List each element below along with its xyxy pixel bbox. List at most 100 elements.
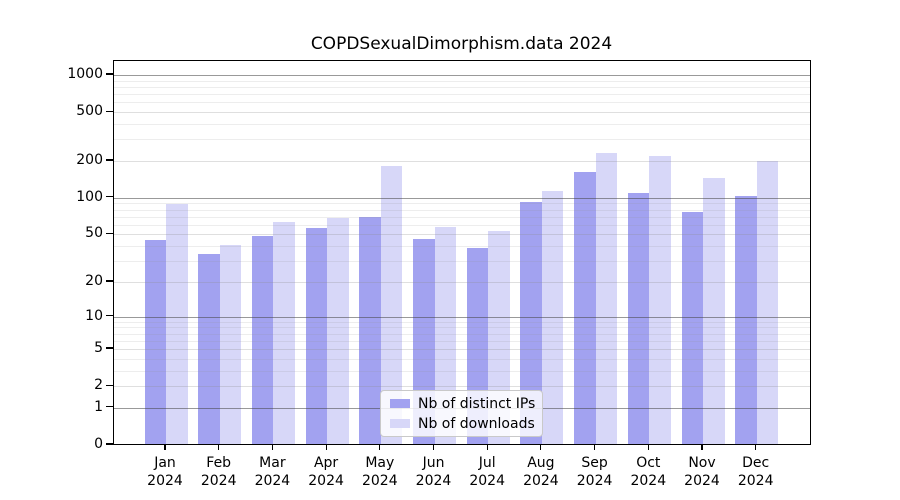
y-tick-label-20: 20: [85, 272, 103, 289]
x-tick-label-jul: Jul 2024: [469, 455, 505, 489]
legend-swatch-distinct-ips-icon: [390, 399, 410, 408]
gridline-500: [114, 112, 810, 114]
x-tick-oct: [647, 444, 649, 450]
gridline-5: [114, 349, 810, 351]
x-tick-label-feb: Feb 2024: [200, 455, 237, 489]
x-tick-jul: [486, 444, 488, 450]
bar-downloads-oct: [649, 155, 671, 444]
x-tick-mar: [271, 444, 273, 450]
y-tick-10: [106, 314, 113, 317]
gridline-400: [114, 124, 810, 126]
legend-entry-distinct-ips: Nb of distinct IPs: [390, 395, 536, 412]
y-tick-0: [106, 443, 113, 445]
gridline-80: [114, 209, 810, 211]
gridline-8: [114, 327, 810, 329]
chart-title: COPDSexualDimorphism.data 2024: [310, 34, 613, 54]
x-tick-nov: [701, 444, 703, 450]
legend-swatch-downloads-icon: [390, 419, 410, 428]
gridline-900: [114, 80, 810, 82]
x-tick-label-mar: Mar 2024: [254, 455, 291, 489]
bar-distinct-ips-aug: [520, 201, 542, 444]
bar-distinct-ips-may: [359, 217, 381, 444]
gridline-4: [114, 358, 810, 360]
x-tick-label-jun: Jun 2024: [415, 455, 452, 489]
bar-downloads-feb: [219, 245, 242, 444]
bar-distinct-ips-jan: [144, 240, 166, 444]
gridline-700: [114, 94, 810, 96]
gridline-60: [114, 224, 810, 226]
gridline-7: [114, 333, 810, 335]
x-tick-label-jan: Jan 2024: [147, 455, 183, 489]
gridlines-layer: [114, 61, 810, 444]
gridline-3: [114, 370, 810, 372]
y-tick-100: [106, 196, 113, 198]
x-tick-label-apr: Apr 2024: [308, 455, 344, 489]
legend-entry-downloads: Nb of downloads: [390, 415, 535, 432]
gridline-40: [114, 246, 810, 248]
plot-area: [113, 60, 811, 445]
bar-downloads-may: [380, 166, 403, 444]
gridline-600: [114, 102, 810, 104]
gridline-50: [114, 234, 810, 236]
bar-downloads-sep: [595, 152, 618, 444]
x-tick-may: [379, 444, 381, 450]
y-tick-1000: [106, 73, 113, 75]
x-tick-dec: [755, 444, 757, 450]
gridline-30: [114, 261, 810, 263]
x-tick-label-oct: Oct 2024: [630, 455, 667, 489]
bar-distinct-ips-apr: [305, 227, 328, 444]
gridline-90: [114, 203, 810, 205]
bar-distinct-ips-mar: [251, 235, 274, 444]
y-tick-label-1000: 1000: [67, 66, 103, 83]
y-tick-500: [106, 110, 113, 112]
gridline-200: [114, 161, 810, 163]
legend: Nb of distinct IPs Nb of downloads: [380, 390, 543, 437]
bar-distinct-ips-feb: [198, 253, 220, 444]
gridline-6: [114, 340, 810, 342]
x-tick-apr: [325, 444, 327, 450]
y-tick-label-200: 200: [76, 152, 103, 169]
gridline-10: [114, 316, 810, 318]
y-tick-label-1: 1: [94, 398, 103, 415]
bar-distinct-ips-oct: [627, 193, 650, 444]
gridline-9: [114, 321, 810, 323]
x-tick-label-aug: Aug 2024: [523, 455, 559, 489]
bar-downloads-apr: [327, 218, 349, 444]
y-tick-label-500: 500: [76, 103, 103, 120]
gridline-20: [114, 281, 810, 283]
y-tick-2: [106, 384, 113, 386]
x-tick-aug: [540, 444, 542, 450]
y-tick-50: [106, 232, 113, 235]
bar-downloads-nov: [703, 178, 725, 444]
legend-label-downloads: Nb of downloads: [418, 415, 535, 432]
bar-distinct-ips-sep: [574, 171, 596, 444]
bar-downloads-mar: [273, 222, 295, 444]
x-tick-label-sep: Sep 2024: [576, 455, 613, 489]
gridline-2: [114, 386, 810, 388]
y-tick-label-2: 2: [94, 377, 103, 394]
y-tick-5: [106, 347, 113, 349]
x-tick-label-nov: Nov 2024: [684, 455, 720, 489]
gridline-800: [114, 86, 810, 88]
bar-distinct-ips-nov: [681, 212, 703, 444]
bar-distinct-ips-dec: [735, 196, 757, 444]
x-tick-label-dec: Dec 2024: [737, 455, 774, 489]
legend-label-distinct-ips: Nb of distinct IPs: [418, 395, 536, 412]
gridline-300: [114, 139, 810, 141]
x-tick-label-may: May 2024: [361, 455, 398, 489]
y-tick-label-50: 50: [85, 225, 103, 242]
y-tick-label-0: 0: [94, 436, 103, 452]
x-tick-sep: [594, 444, 596, 450]
y-tick-label-5: 5: [94, 340, 103, 357]
y-tick-label-10: 10: [85, 307, 103, 324]
gridline-70: [114, 216, 810, 218]
gridline-1000: [114, 75, 810, 77]
x-tick-feb: [218, 444, 220, 450]
y-tick-1: [106, 406, 113, 408]
bar-downloads-jun: [434, 226, 456, 444]
x-tick-jan: [164, 444, 166, 450]
gridline-100: [114, 197, 810, 199]
bar-downloads-jan: [166, 203, 188, 444]
x-tick-jun: [432, 444, 435, 450]
